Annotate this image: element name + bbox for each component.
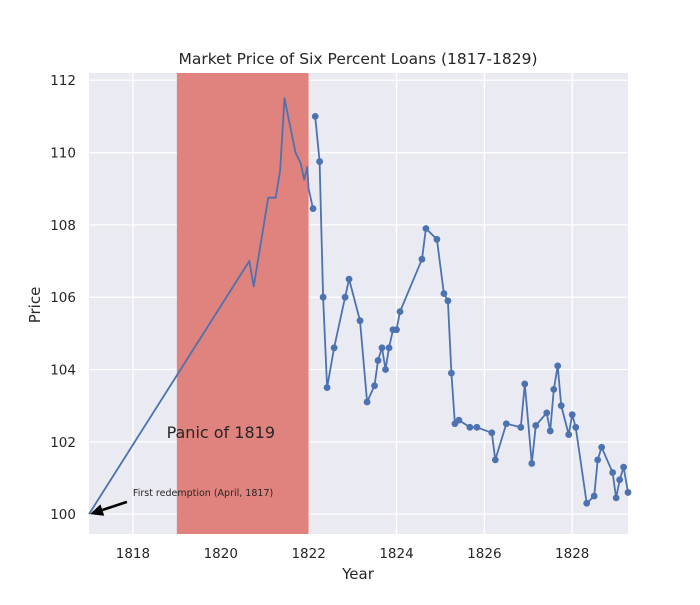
plot-area [89, 73, 628, 534]
data-point [565, 431, 573, 438]
chart-title: Market Price of Six Percent Loans (1817-… [178, 50, 537, 68]
data-point [532, 422, 540, 429]
data-point [517, 423, 525, 431]
y-tick-label: 108 [50, 218, 76, 234]
y-tick-label: 106 [50, 290, 76, 306]
data-point [543, 409, 551, 417]
data-point [444, 297, 452, 305]
data-point [316, 158, 324, 165]
data-point [330, 344, 338, 352]
y-axis-label: Price [26, 287, 44, 324]
data-point [374, 357, 382, 364]
data-point [590, 492, 598, 500]
data-point [546, 427, 554, 435]
annotation-arrow-head [90, 504, 105, 516]
price-line-segment-1 [88, 97, 314, 515]
y-tick-label: 100 [50, 507, 76, 523]
x-tick-label: 1826 [467, 546, 501, 562]
data-point [554, 362, 562, 370]
panic-band-label: Panic of 1819 [167, 423, 275, 442]
x-tick-label: 1828 [555, 546, 589, 562]
data-point [616, 476, 624, 484]
data-point [466, 423, 474, 431]
data-point [594, 456, 602, 464]
x-tick-label: 1820 [204, 546, 238, 562]
y-tick-label: 104 [50, 362, 76, 378]
annotation-arrow-shaft [101, 500, 128, 512]
data-point [341, 293, 349, 301]
data-point [550, 385, 558, 393]
data-point [491, 456, 499, 464]
data-point [422, 225, 430, 232]
data-point [345, 275, 353, 283]
y-tick-label: 110 [50, 146, 76, 162]
data-point [455, 416, 463, 424]
data-point [448, 369, 455, 377]
data-point [371, 382, 378, 390]
data-point [440, 290, 448, 297]
series-markers [309, 112, 632, 507]
data-point [393, 326, 400, 334]
data-point [418, 255, 426, 263]
data-point [528, 460, 536, 467]
data-point [311, 112, 319, 120]
data-point [319, 293, 327, 301]
data-point [583, 499, 591, 507]
data-point [609, 469, 617, 476]
x-tick-label: 1818 [116, 546, 150, 562]
data-point [521, 380, 529, 388]
data-point [557, 402, 565, 410]
panic-band [176, 73, 309, 534]
data-point [612, 494, 620, 502]
data-point [396, 308, 404, 316]
x-tick-label: 1824 [379, 546, 413, 562]
y-tick-label: 112 [50, 73, 76, 89]
data-point [502, 420, 510, 428]
data-point [473, 423, 481, 431]
y-tick-label: 102 [50, 435, 76, 451]
shaded-regions: Panic of 1819 [167, 73, 309, 534]
data-point [624, 489, 632, 496]
data-point [488, 429, 496, 437]
x-tick-label: 1822 [291, 546, 325, 562]
x-axis-label: Year [341, 565, 375, 583]
annotation-label: First redemption (April, 1817) [133, 488, 273, 499]
data-point [568, 411, 576, 419]
data-point [363, 398, 371, 406]
tick-labels: 1818 1820 1822 1824 1826 1828 100 102 104 106 108 1… [50, 73, 589, 562]
data-point [309, 205, 317, 212]
data-point [378, 344, 386, 352]
data-point [323, 384, 331, 391]
data-point [385, 344, 393, 352]
data-point [572, 423, 580, 431]
data-point [356, 317, 364, 325]
data-point [433, 235, 441, 243]
data-point [620, 463, 628, 471]
annotations: First redemption (April, 1817) [90, 488, 273, 516]
data-point [382, 366, 389, 373]
data-point [598, 443, 606, 451]
